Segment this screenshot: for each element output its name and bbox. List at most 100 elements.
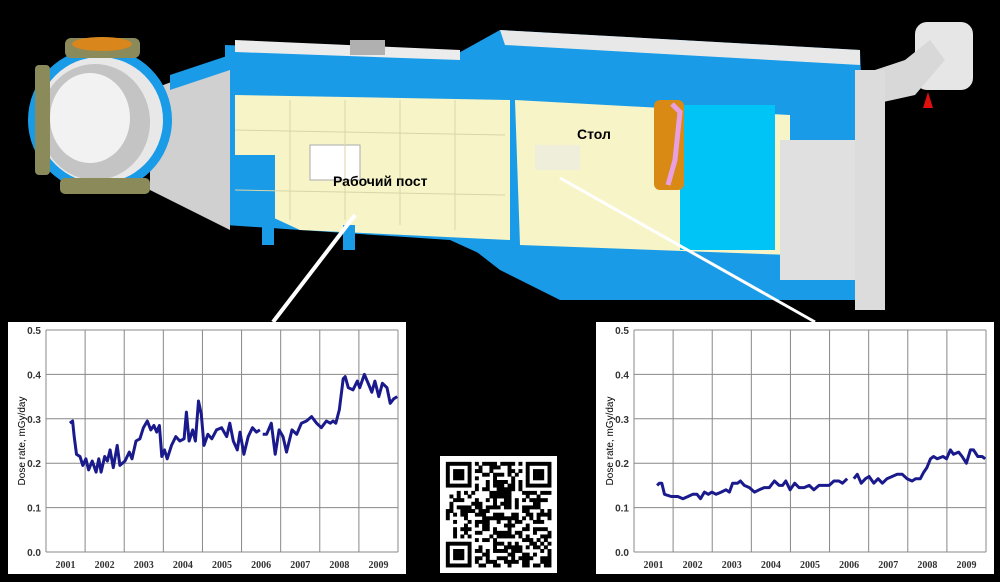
qr-module	[540, 476, 545, 481]
qr-module	[474, 469, 479, 474]
qr-module	[522, 490, 527, 495]
qr-module	[464, 530, 468, 535]
qr-module	[485, 498, 490, 503]
qr-module	[460, 483, 465, 488]
y-tick-label: 0.0	[615, 548, 629, 559]
qr-module	[478, 530, 483, 535]
qr-module	[543, 490, 548, 495]
qr-module	[493, 501, 497, 506]
qr-module	[540, 534, 545, 539]
qr-module	[511, 523, 516, 528]
qr-module	[445, 556, 450, 561]
qr-module	[445, 480, 450, 484]
qr-module	[503, 490, 508, 495]
qr-code-icon[interactable]	[440, 456, 557, 573]
qr-module	[518, 556, 523, 561]
qr-module	[514, 516, 519, 521]
x-tick-label: 2002	[683, 560, 703, 571]
qr-module	[474, 483, 479, 488]
qr-module	[525, 523, 530, 528]
qr-module	[478, 512, 483, 517]
qr-module	[540, 559, 545, 564]
qr-module	[543, 498, 548, 503]
qr-module	[529, 538, 534, 543]
qr-module	[496, 505, 501, 510]
qr-module	[478, 519, 483, 524]
qr-module	[496, 548, 501, 553]
qr-module	[536, 461, 541, 466]
qr-module	[536, 469, 541, 474]
qr-module	[445, 509, 450, 513]
qr-module	[547, 512, 552, 517]
qr-module	[467, 472, 472, 477]
qr-module	[518, 483, 523, 488]
qr-module	[464, 509, 468, 513]
qr-module	[445, 563, 450, 568]
qr-module	[485, 527, 490, 532]
qr-module	[485, 461, 490, 466]
qr-module	[453, 498, 458, 503]
qr-module	[482, 563, 487, 568]
qr-module	[467, 559, 472, 564]
x-tick-label: 2006	[251, 560, 271, 571]
qr-module	[514, 505, 519, 510]
qr-module	[518, 530, 523, 535]
x-tick-label: 2001	[56, 560, 76, 571]
qr-module	[449, 509, 454, 513]
qr-module	[503, 494, 508, 499]
qr-module	[529, 498, 534, 503]
qr-module	[474, 505, 479, 510]
qr-module	[540, 519, 545, 524]
qr-module	[522, 559, 527, 564]
qr-module	[445, 461, 450, 466]
x-tick-label: 2004	[761, 560, 781, 571]
qr-module	[449, 494, 454, 499]
qr-module	[453, 530, 458, 535]
qr-module	[536, 527, 541, 532]
y-tick-label: 0.3	[27, 415, 41, 426]
qr-module	[529, 541, 534, 546]
qr-module	[493, 538, 497, 543]
qr-module	[547, 469, 552, 474]
qr-module	[482, 523, 487, 528]
qr-module	[522, 563, 527, 568]
qr-module	[500, 472, 505, 477]
qr-module	[493, 541, 497, 546]
qr-module	[482, 509, 487, 513]
qr-module	[485, 516, 490, 521]
qr-module	[525, 505, 530, 510]
qr-module	[453, 483, 458, 488]
qr-module	[449, 541, 454, 546]
qr-module	[453, 541, 458, 546]
qr-module	[474, 501, 479, 506]
callout-line-workstation	[271, 213, 357, 324]
qr-module	[456, 505, 461, 510]
qr-module	[536, 494, 541, 499]
qr-module	[482, 487, 487, 492]
small-section-interior	[235, 95, 510, 240]
qr-module	[514, 512, 519, 517]
qr-module	[445, 476, 450, 481]
qr-module	[547, 476, 552, 481]
qr-module	[511, 469, 516, 474]
transfer-cone	[150, 60, 230, 230]
qr-module	[518, 519, 523, 524]
qr-module	[467, 552, 472, 557]
qr-module	[543, 545, 548, 550]
qr-module	[547, 472, 552, 477]
qr-module	[485, 480, 490, 484]
qr-module	[518, 487, 523, 492]
qr-module	[532, 527, 537, 532]
qr-module	[525, 461, 530, 466]
cyan-panel	[680, 105, 775, 250]
qr-module	[540, 483, 545, 488]
qr-module	[525, 472, 530, 477]
qr-module	[500, 480, 505, 484]
qr-module	[467, 519, 472, 524]
qr-module	[474, 487, 479, 492]
qr-module	[503, 548, 508, 553]
qr-module	[482, 512, 487, 517]
qr-module	[460, 476, 465, 481]
qr-module	[503, 480, 508, 484]
qr-module	[464, 523, 468, 528]
